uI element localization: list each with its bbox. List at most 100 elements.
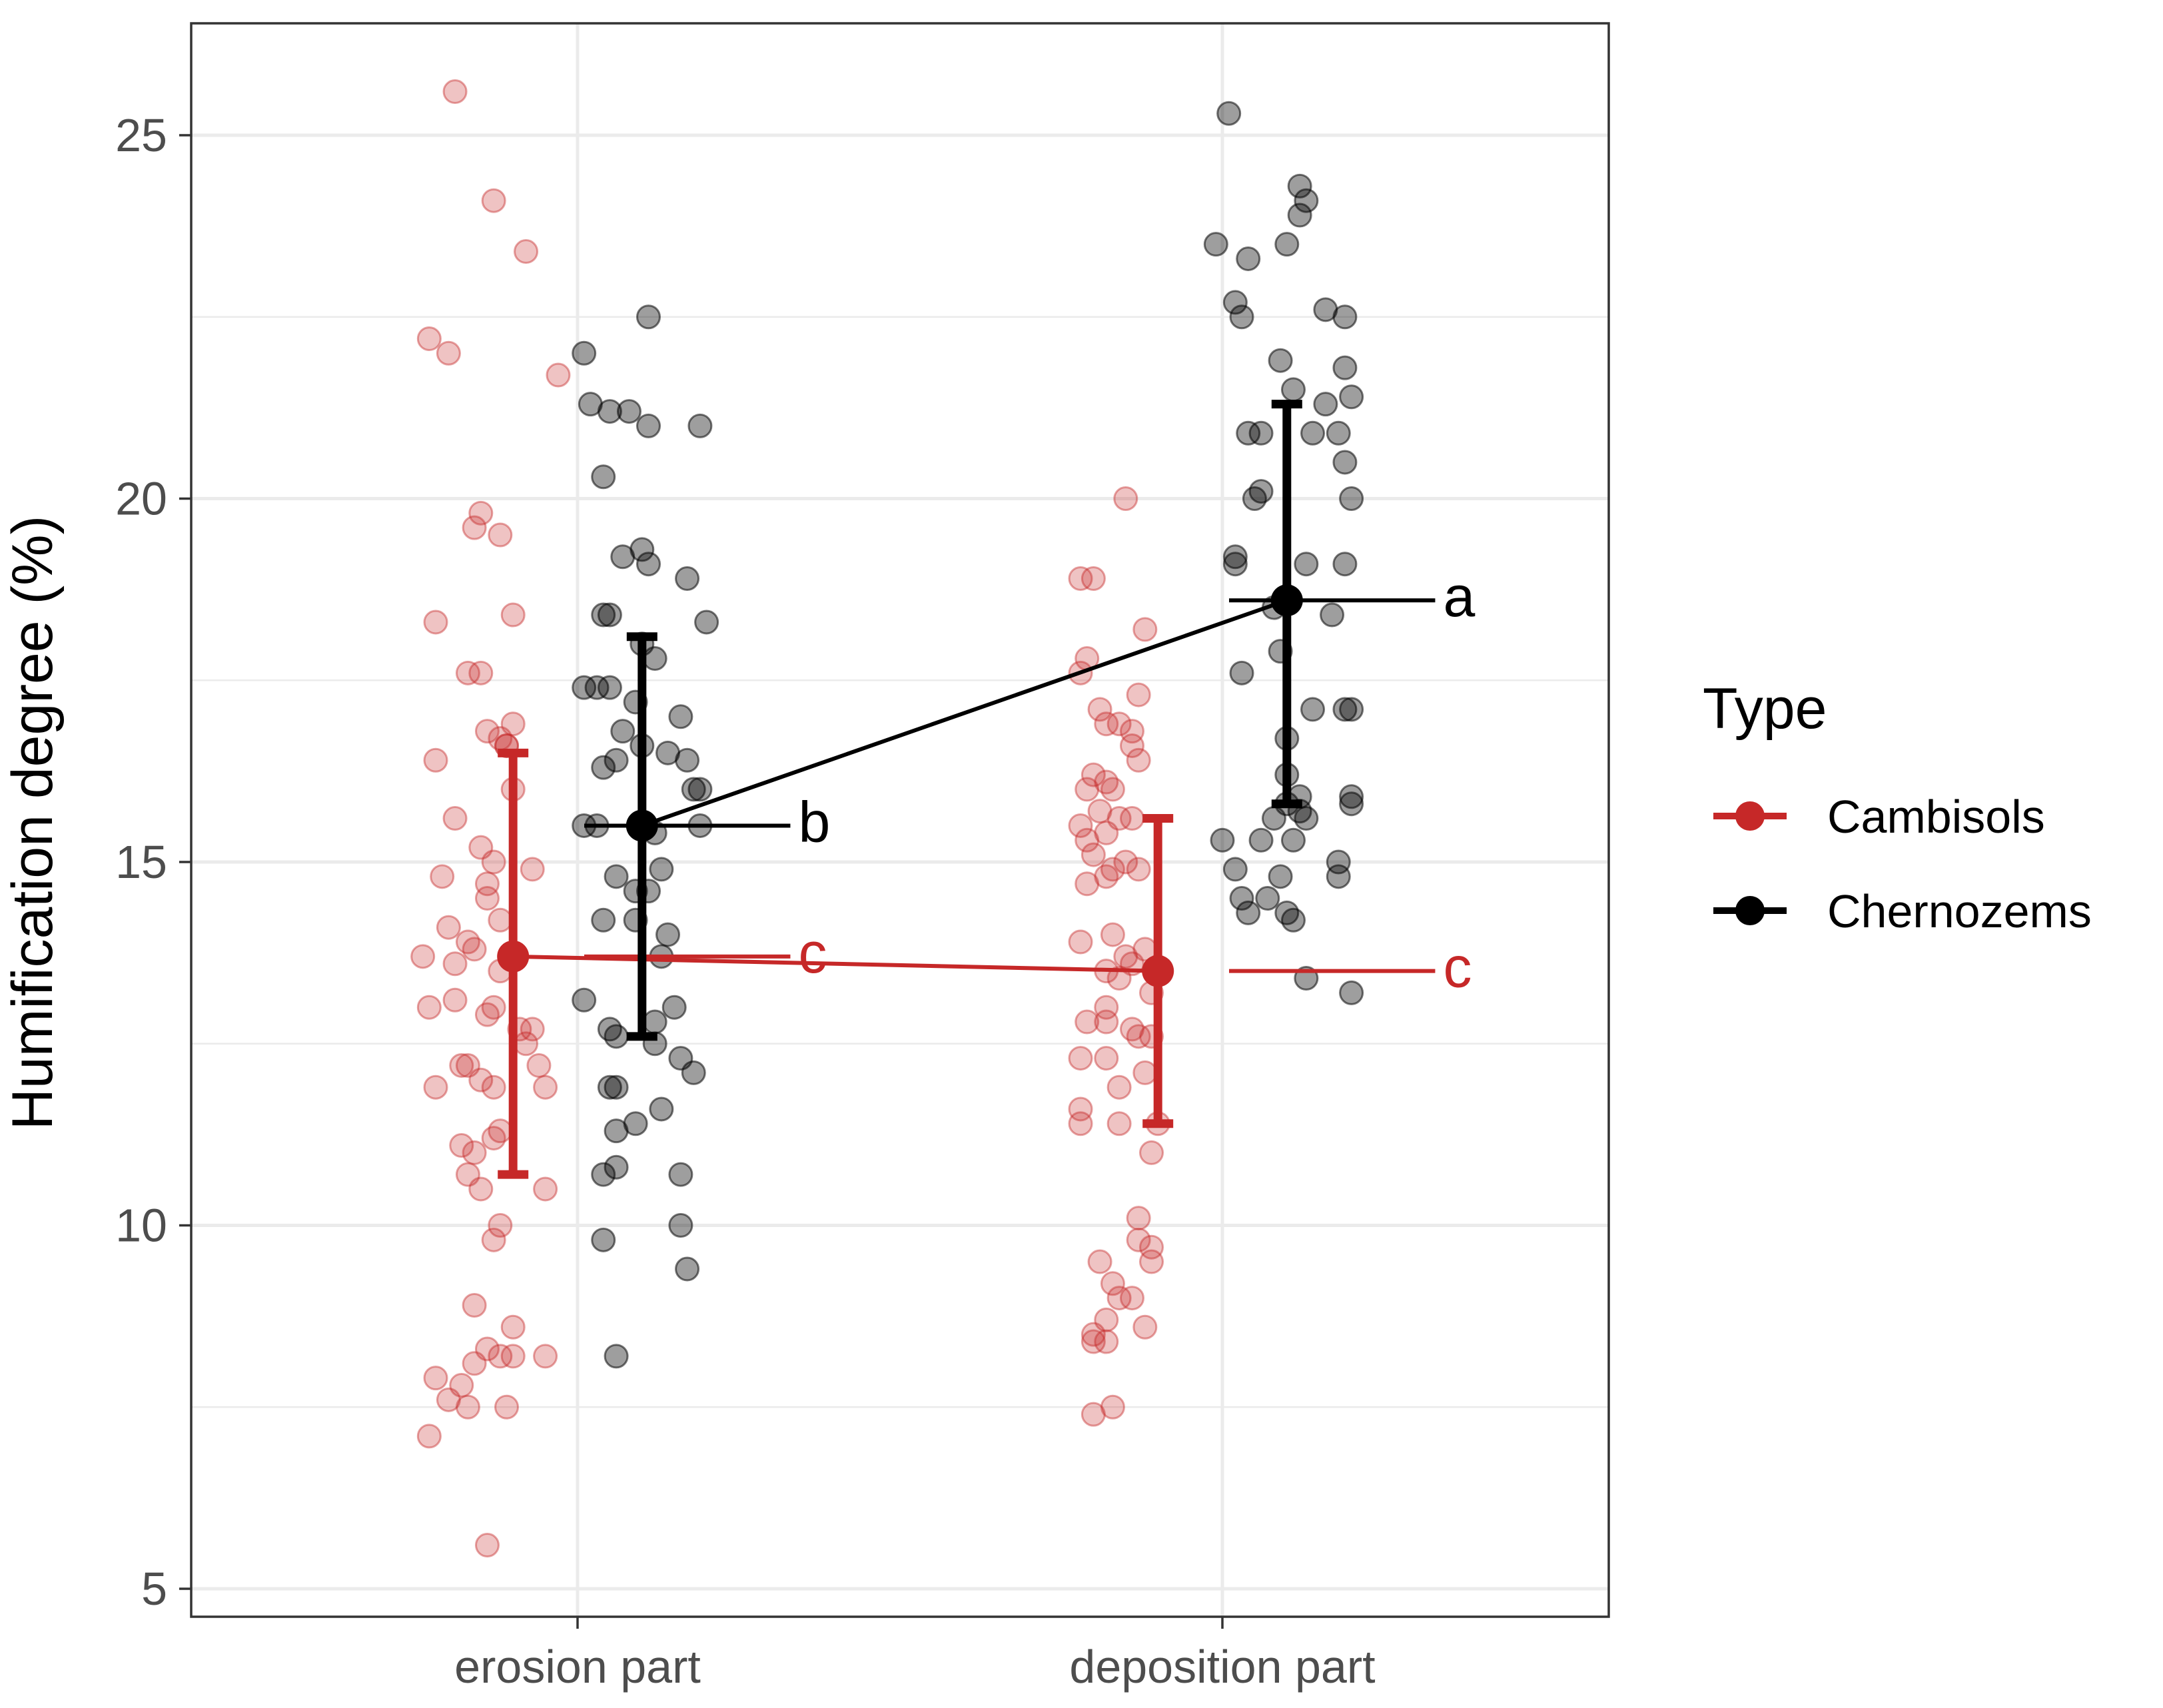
data-point-cambisols-deposition-part-27	[1126, 857, 1151, 882]
data-point-cambisols-erosion-part-21	[468, 835, 494, 860]
data-point-cambisols-erosion-part-68	[494, 1394, 520, 1420]
data-point-cambisols-erosion-part-52	[455, 1162, 480, 1187]
gridlines	[191, 23, 1609, 1617]
data-point-cambisols-erosion-part-9	[500, 602, 526, 628]
data-point-cambisols-deposition-part-38	[1075, 1009, 1100, 1035]
data-point-cambisols-erosion-part-2	[514, 239, 539, 264]
data-point-cambisols-erosion-part-7	[462, 515, 487, 540]
data-point-cambisols-erosion-part-67	[455, 1394, 480, 1420]
data-point-chernozems-erosion-part-56	[591, 1162, 616, 1187]
data-point-cambisols-erosion-part-61	[500, 1344, 526, 1369]
data-point-cambisols-deposition-part-62	[1081, 1322, 1106, 1347]
data-point-cambisols-deposition-part-37	[1094, 995, 1119, 1020]
data-point-cambisols-deposition-part-49	[1106, 1111, 1132, 1136]
data-point-cambisols-deposition-part-39	[1094, 1009, 1119, 1035]
data-point-cambisols-erosion-part-23	[520, 857, 545, 882]
data-point-chernozems-erosion-part-5	[636, 413, 661, 438]
data-point-chernozems-deposition-part-14	[1313, 392, 1338, 417]
y-tick-label-25: 25	[115, 109, 167, 161]
data-point-chernozems-deposition-part-17	[1248, 420, 1274, 446]
data-point-cambisols-erosion-part-70	[474, 1533, 500, 1558]
data-point-chernozems-deposition-part-3	[1287, 203, 1312, 228]
data-point-cambisols-erosion-part-13	[474, 719, 500, 744]
data-point-cambisols-deposition-part-0	[1113, 486, 1138, 511]
data-point-cambisols-erosion-part-63	[423, 1366, 448, 1391]
data-point-chernozems-deposition-part-9	[1229, 304, 1254, 330]
legend-label-cambisols: Cambisols	[1827, 791, 2045, 843]
data-point-cambisols-deposition-part-21	[1075, 827, 1100, 853]
data-point-cambisols-deposition-part-20	[1068, 813, 1093, 838]
data-point-chernozems-deposition-part-43	[1294, 806, 1319, 831]
data-point-chernozems-erosion-part-52	[649, 1096, 674, 1122]
data-point-cambisols-deposition-part-7	[1087, 697, 1112, 722]
data-point-chernozems-deposition-part-33	[1332, 697, 1358, 722]
panel-border	[190, 22, 1610, 1618]
significance-letter-chernozems-deposition-part: a	[1443, 565, 1475, 629]
data-point-chernozems-erosion-part-28	[681, 777, 706, 802]
data-point-cambisols-deposition-part-35	[1106, 966, 1132, 991]
mean-point-cambisols-deposition-part	[1142, 955, 1174, 987]
data-point-chernozems-deposition-part-48	[1268, 864, 1293, 889]
data-point-cambisols-erosion-part-20	[442, 806, 468, 831]
data-point-cambisols-deposition-part-56	[1087, 1249, 1112, 1274]
data-point-chernozems-erosion-part-17	[572, 675, 597, 700]
data-point-cambisols-erosion-part-12	[468, 660, 494, 685]
legend-label-chernozems: Chernozems	[1827, 885, 2092, 937]
data-point-cambisols-erosion-part-27	[488, 907, 513, 933]
data-point-cambisols-erosion-part-40	[520, 1017, 545, 1042]
data-point-chernozems-deposition-part-52	[1255, 886, 1280, 911]
data-point-cambisols-erosion-part-15	[500, 711, 526, 737]
data-point-cambisols-deposition-part-2	[1081, 566, 1106, 592]
data-point-chernozems-erosion-part-11	[675, 566, 700, 592]
data-point-chernozems-deposition-part-13	[1280, 377, 1306, 402]
data-point-cambisols-deposition-part-19	[1119, 806, 1144, 831]
data-point-chernozems-deposition-part-7	[1222, 290, 1248, 315]
mean-point-chernozems-deposition-part	[1270, 584, 1303, 617]
data-point-chernozems-deposition-part-53	[1236, 900, 1261, 925]
data-point-chernozems-deposition-part-10	[1332, 304, 1358, 330]
data-point-cambisols-erosion-part-35	[442, 987, 468, 1013]
data-point-chernozems-deposition-part-22	[1242, 486, 1267, 511]
data-point-chernozems-deposition-part-2	[1294, 188, 1319, 213]
data-point-chernozems-deposition-part-0	[1216, 101, 1242, 126]
y-tick-label-20: 20	[115, 473, 167, 525]
data-point-cambisols-deposition-part-16	[1100, 777, 1125, 802]
data-point-cambisols-erosion-part-16	[423, 747, 448, 773]
data-point-cambisols-deposition-part-28	[1075, 871, 1100, 897]
data-point-chernozems-erosion-part-49	[681, 1060, 706, 1085]
data-point-cambisols-erosion-part-36	[474, 1002, 500, 1027]
data-point-cambisols-deposition-part-15	[1075, 777, 1100, 802]
axes: 5 10 15 20 25 erosion part deposition part	[115, 109, 1375, 1693]
data-point-chernozems-deposition-part-16	[1236, 420, 1261, 446]
data-point-cambisols-erosion-part-69	[416, 1424, 442, 1449]
significance-letter-cambisols-deposition-part: c	[1443, 936, 1472, 1000]
data-point-chernozems-deposition-part-57	[1339, 980, 1364, 1005]
data-point-chernozems-deposition-part-6	[1203, 232, 1228, 257]
data-point-cambisols-deposition-part-14	[1094, 769, 1119, 795]
data-point-chernozems-erosion-part-57	[668, 1162, 693, 1187]
data-point-chernozems-erosion-part-13	[591, 602, 616, 628]
data-point-chernozems-erosion-part-22	[610, 719, 636, 744]
data-point-cambisols-deposition-part-55	[1139, 1249, 1164, 1274]
data-point-cambisols-erosion-part-25	[474, 871, 500, 897]
data-point-cambisols-deposition-part-8	[1094, 711, 1119, 737]
data-point-cambisols-deposition-part-40	[1119, 1017, 1144, 1042]
data-point-chernozems-deposition-part-24	[1222, 544, 1248, 570]
data-point-chernozems-deposition-part-50	[1326, 849, 1351, 875]
data-point-cambisols-erosion-part-10	[423, 610, 448, 635]
data-point-cambisols-erosion-part-32	[462, 937, 487, 962]
data-point-cambisols-erosion-part-44	[481, 1074, 506, 1100]
data-point-chernozems-deposition-part-25	[1222, 552, 1248, 577]
data-point-cambisols-erosion-part-66	[436, 1387, 461, 1412]
data-point-cambisols-deposition-part-23	[1081, 842, 1106, 867]
data-point-cambisols-erosion-part-58	[500, 1314, 526, 1340]
data-point-chernozems-deposition-part-5	[1274, 232, 1300, 257]
data-point-cambisols-erosion-part-55	[488, 1213, 513, 1238]
data-point-cambisols-erosion-part-5	[546, 362, 571, 388]
mean-line-cambisols	[513, 954, 1158, 973]
data-point-chernozems-deposition-part-23	[1339, 486, 1364, 511]
data-point-cambisols-erosion-part-53	[468, 1176, 494, 1202]
data-point-cambisols-erosion-part-4	[436, 340, 461, 366]
data-point-chernozems-deposition-part-15	[1339, 384, 1364, 410]
